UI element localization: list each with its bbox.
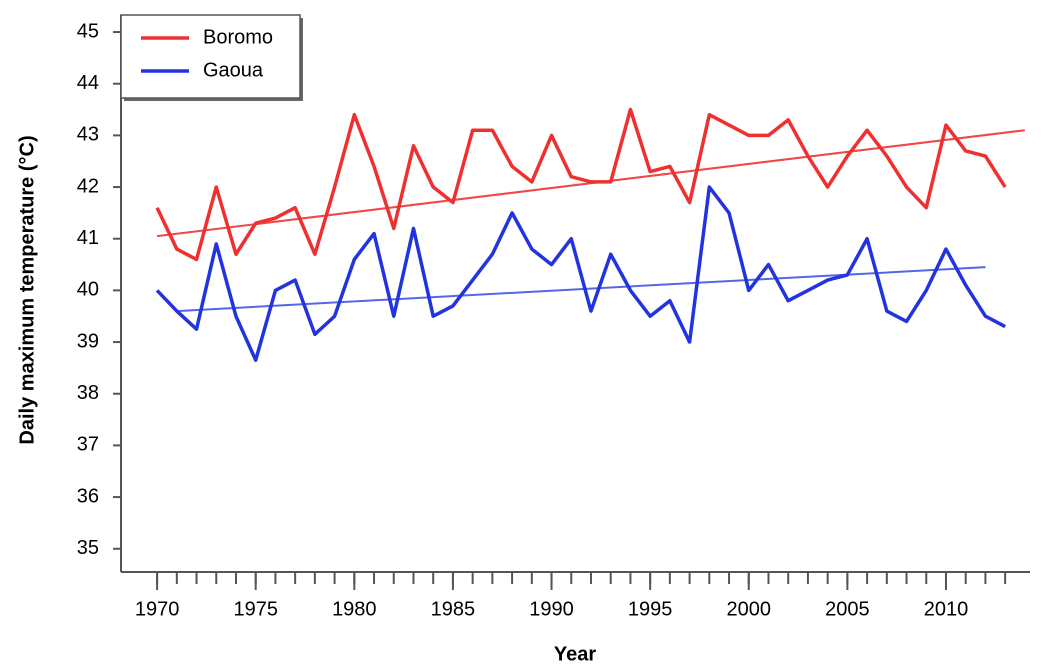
y-tick-label: 38 <box>77 382 99 404</box>
y-tick-label: 40 <box>77 279 99 301</box>
x-axis-label: Year <box>554 643 596 665</box>
x-tick-label: 2005 <box>825 598 870 620</box>
y-tick-label: 39 <box>77 330 99 352</box>
y-tick-label: 37 <box>77 434 99 456</box>
x-tick-label: 1980 <box>332 598 377 620</box>
y-axis-label: Daily maximum temperature (°C) <box>16 135 38 444</box>
series-line <box>155 185 1006 362</box>
y-tick-label: 42 <box>77 175 99 197</box>
trend-line <box>176 266 986 313</box>
series-line <box>155 107 1007 262</box>
x-tick-label: 1985 <box>431 598 476 620</box>
legend <box>120 14 301 99</box>
legend-label: Boromo <box>203 26 273 48</box>
x-tick-label: 1990 <box>529 598 574 620</box>
legend-label: Gaoua <box>203 59 264 81</box>
y-tick-label: 44 <box>77 72 99 94</box>
y-tick-label: 43 <box>77 124 99 146</box>
x-tick-label: 2010 <box>924 598 969 620</box>
x-tick-label: 1995 <box>628 598 673 620</box>
x-tick-label: 1970 <box>135 598 180 620</box>
x-tick-label: 2000 <box>727 598 772 620</box>
y-tick-label: 35 <box>77 537 99 559</box>
y-tick-label: 45 <box>77 20 99 42</box>
y-tick-label: 41 <box>77 227 99 249</box>
x-tick-label: 1975 <box>233 598 278 620</box>
y-tick-label: 36 <box>77 485 99 507</box>
